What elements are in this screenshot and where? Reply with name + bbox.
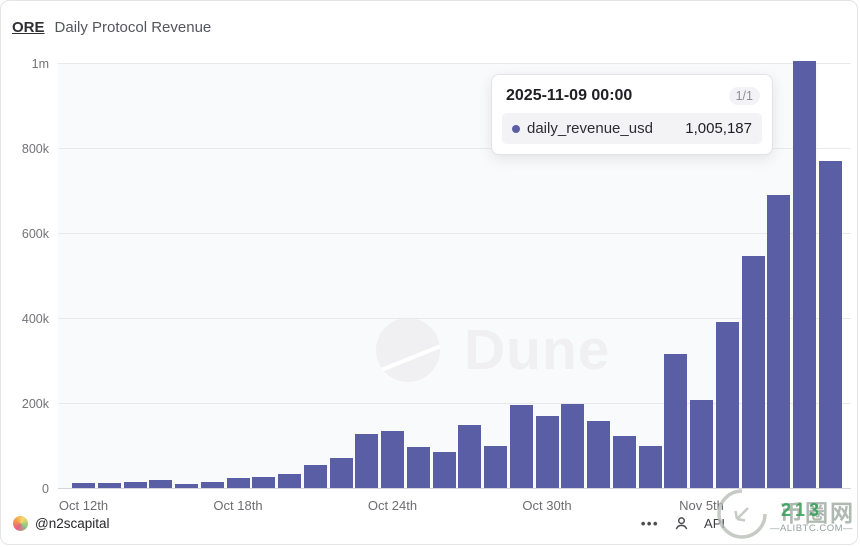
bar[interactable] xyxy=(175,483,198,488)
bar[interactable] xyxy=(612,436,636,488)
api-button[interactable]: API xyxy=(704,515,725,531)
x-tick-label: Oct 24th xyxy=(367,498,418,513)
bar[interactable] xyxy=(484,445,507,488)
bar[interactable] xyxy=(741,256,765,488)
tooltip-series-row: daily_revenue_usd 1,005,187 xyxy=(502,113,762,144)
y-tick-label: 0 xyxy=(42,482,49,496)
bar[interactable] xyxy=(355,434,379,488)
y-tick-label: 1m xyxy=(31,57,49,71)
y-tick-label: 800k xyxy=(21,142,49,156)
bar[interactable] xyxy=(200,482,224,488)
bar[interactable] xyxy=(664,354,688,488)
more-menu-button[interactable]: ••• xyxy=(640,515,660,531)
bar[interactable] xyxy=(715,322,739,488)
y-tick-label: 600k xyxy=(21,227,49,241)
bar[interactable] xyxy=(535,415,559,488)
bar[interactable] xyxy=(303,464,327,488)
bar[interactable] xyxy=(252,476,276,488)
x-tick-label: Oct 18th xyxy=(213,498,263,513)
gridline xyxy=(58,63,851,64)
bar[interactable] xyxy=(406,446,430,488)
tooltip-pagination-badge: 1/1 xyxy=(728,87,760,105)
bar[interactable] xyxy=(509,405,533,488)
bar[interactable] xyxy=(97,482,121,488)
author-handle: @n2scapital xyxy=(35,515,110,531)
bar[interactable] xyxy=(561,404,585,488)
author-link[interactable]: @n2scapital xyxy=(13,515,110,531)
y-tick-label: 200k xyxy=(21,397,49,411)
bar[interactable] xyxy=(149,479,173,488)
bar[interactable] xyxy=(123,481,147,488)
bar[interactable] xyxy=(767,194,791,488)
bar[interactable] xyxy=(458,425,482,488)
page-title: Daily Protocol Revenue xyxy=(54,19,212,36)
y-tick-label: 400k xyxy=(21,312,49,326)
bar[interactable] xyxy=(432,451,456,488)
chart-tooltip: 2025-11-09 00:00 1/1 daily_revenue_usd 1… xyxy=(491,74,773,155)
bar[interactable] xyxy=(72,483,95,488)
chart-header: ORE Daily Protocol Revenue xyxy=(12,19,211,36)
avatar xyxy=(13,515,28,531)
tooltip-timestamp: 2025-11-09 00:00 xyxy=(506,87,633,104)
bar[interactable] xyxy=(381,430,404,488)
tooltip-series-value: 1,005,187 xyxy=(685,120,752,137)
gridline xyxy=(58,148,851,149)
footer-actions: ••• API xyxy=(641,516,725,531)
gridline xyxy=(58,318,851,319)
series-dot-icon xyxy=(512,124,520,133)
bar[interactable] xyxy=(278,474,301,488)
bar[interactable] xyxy=(587,420,610,488)
x-tick-label: Nov 5th xyxy=(679,498,724,513)
bar[interactable] xyxy=(690,400,713,488)
x-tick-label: Oct 30th xyxy=(522,498,572,513)
x-tick-label: Oct 12th xyxy=(58,498,109,513)
bar[interactable] xyxy=(329,458,353,488)
tooltip-series-name: daily_revenue_usd xyxy=(527,120,653,137)
bar[interactable] xyxy=(818,160,842,488)
gridline xyxy=(58,488,851,489)
gridline xyxy=(58,233,851,234)
user-icon[interactable] xyxy=(674,516,689,531)
tooltip-header: 2025-11-09 00:00 1/1 xyxy=(492,75,772,113)
bar[interactable] xyxy=(226,478,250,488)
bar-highlighted[interactable] xyxy=(793,60,816,488)
gridline xyxy=(58,403,851,404)
card-footer: @n2scapital ••• API xyxy=(1,506,857,544)
asset-link[interactable]: ORE xyxy=(12,19,45,36)
bar[interactable] xyxy=(638,445,662,488)
